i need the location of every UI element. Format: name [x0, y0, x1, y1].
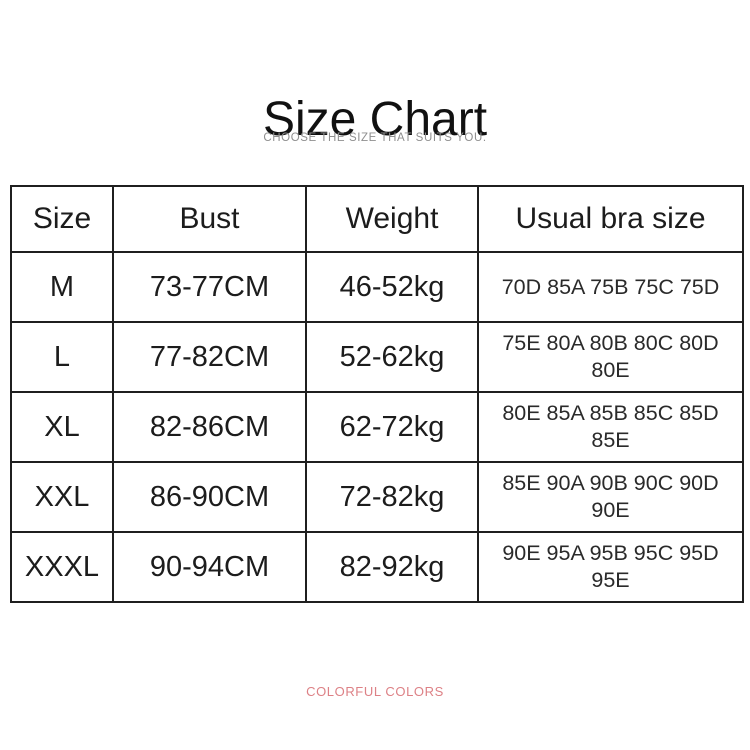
- bust-cell: 90-94CM: [112, 531, 307, 603]
- weight-cell: 82-92kg: [305, 531, 479, 603]
- table-row: XXXL 90-94CM 82-92kg 90E 95A 95B 95C 95D…: [10, 531, 744, 603]
- bra-size-cell: 75E 80A 80B 80C 80D 80E: [477, 321, 744, 393]
- col-header-weight: Weight: [305, 185, 479, 253]
- weight-cell: 62-72kg: [305, 391, 479, 463]
- table-row: XL 82-86CM 62-72kg 80E 85A 85B 85C 85D 8…: [10, 391, 744, 463]
- page-subtitle: CHOOSE THE SIZE THAT SUITS YOU.: [263, 132, 487, 144]
- bra-size-cell: 85E 90A 90B 90C 90D 90E: [477, 461, 744, 533]
- bust-cell: 82-86CM: [112, 391, 307, 463]
- bust-cell: 77-82CM: [112, 321, 307, 393]
- table-row: XXL 86-90CM 72-82kg 85E 90A 90B 90C 90D …: [10, 461, 744, 533]
- bra-size-cell: 70D 85A 75B 75C 75D: [477, 251, 744, 323]
- weight-cell: 46-52kg: [305, 251, 479, 323]
- table-header-row: Size Bust Weight Usual bra size: [10, 185, 744, 253]
- bra-size-cell: 90E 95A 95B 95C 95D 95E: [477, 531, 744, 603]
- page-title: Size Chart: [262, 93, 488, 147]
- table-row: M 73-77CM 46-52kg 70D 85A 75B 75C 75D: [10, 251, 744, 323]
- weight-cell: 52-62kg: [305, 321, 479, 393]
- size-cell: L: [10, 321, 114, 393]
- col-header-size: Size: [10, 185, 114, 253]
- col-header-bust: Bust: [112, 185, 307, 253]
- weight-cell: 72-82kg: [305, 461, 479, 533]
- size-cell: XXL: [10, 461, 114, 533]
- size-cell: M: [10, 251, 114, 323]
- col-header-bra-size: Usual bra size: [477, 185, 744, 253]
- table-row: L 77-82CM 52-62kg 75E 80A 80B 80C 80D 80…: [10, 321, 744, 393]
- brand-footer-text: COLORFUL COLORS: [306, 684, 444, 699]
- size-cell: XXXL: [10, 531, 114, 603]
- bra-size-cell: 80E 85A 85B 85C 85D 85E: [477, 391, 744, 463]
- bust-cell: 73-77CM: [112, 251, 307, 323]
- size-cell: XL: [10, 391, 114, 463]
- size-table: Size Bust Weight Usual bra size M 73-77C…: [10, 185, 744, 603]
- bust-cell: 86-90CM: [112, 461, 307, 533]
